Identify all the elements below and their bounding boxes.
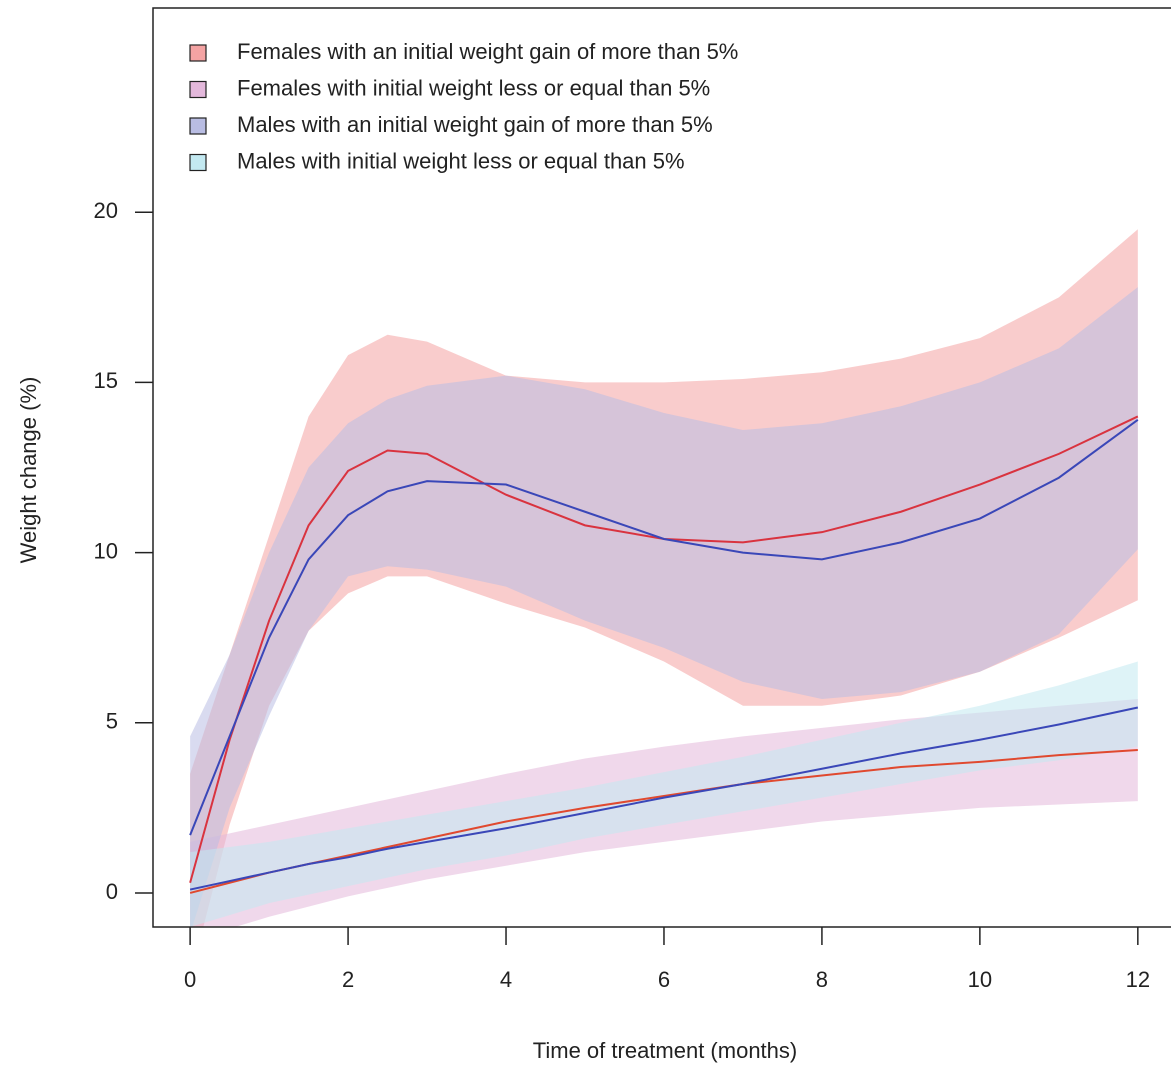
y-tick-label: 15 — [94, 368, 118, 393]
legend-label: Males with an initial weight gain of mor… — [237, 112, 713, 137]
x-tick-label: 10 — [968, 967, 992, 992]
series-line — [189, 415, 1139, 884]
x-tick-label: 6 — [658, 967, 670, 992]
confidence-band — [190, 661, 1138, 927]
y-tick-label: 0 — [106, 879, 118, 904]
series-line — [189, 419, 1139, 836]
axis-frame — [152, 7, 1171, 928]
y-tick-label: 20 — [94, 198, 118, 223]
legend-swatch — [189, 117, 207, 135]
bands — [190, 229, 1138, 927]
confidence-band — [190, 287, 1138, 927]
x-tick-label: 2 — [342, 967, 354, 992]
legend-label: Males with initial weight less or equal … — [237, 148, 685, 173]
legend-swatch — [189, 80, 207, 99]
x-tick-label: 12 — [1126, 967, 1150, 992]
y-tick-label: 10 — [94, 538, 118, 563]
x-tick-label: 4 — [500, 967, 512, 992]
x-tick-label: 8 — [816, 967, 828, 992]
y-tick-label: 5 — [106, 709, 118, 734]
lines — [189, 415, 1139, 894]
legend-swatch — [189, 153, 207, 172]
legend-swatch — [189, 44, 207, 62]
x-tick-label: 0 — [184, 967, 196, 992]
x-axis-label: Time of treatment (months) — [533, 1038, 797, 1063]
y-axis-label: Weight change (%) — [16, 377, 41, 564]
legend-label: Females with an initial weight gain of m… — [237, 39, 738, 64]
legend-label: Females with initial weight less or equa… — [237, 75, 710, 100]
series-line — [189, 706, 1139, 891]
